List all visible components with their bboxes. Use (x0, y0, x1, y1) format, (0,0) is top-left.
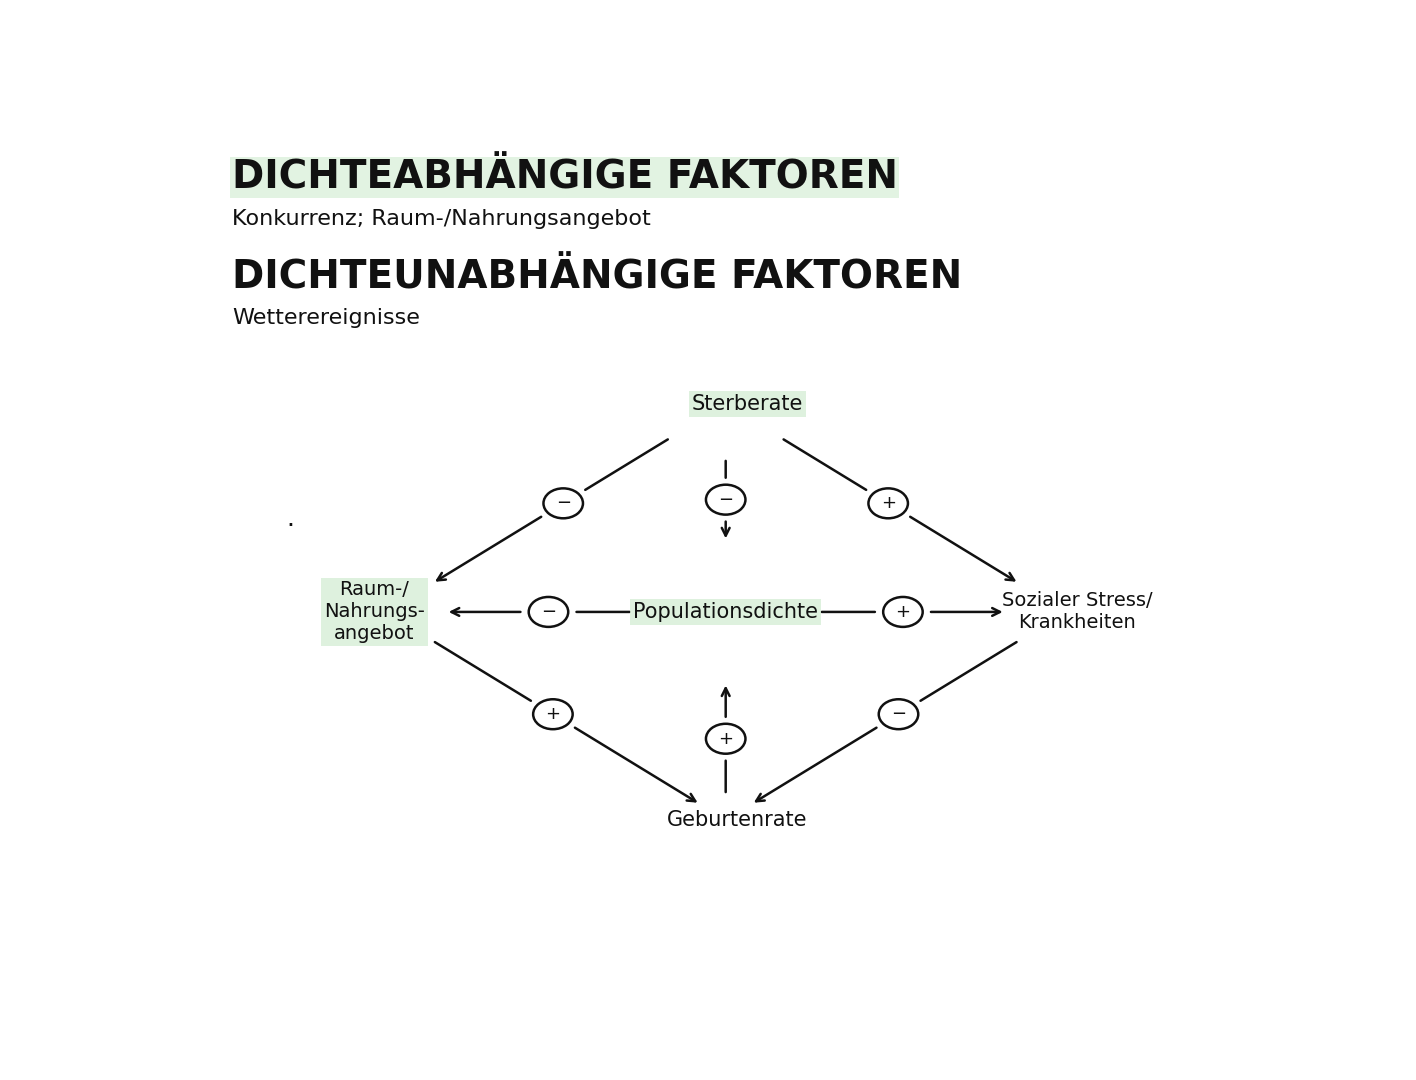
Text: Geburtenrate: Geburtenrate (667, 810, 807, 829)
Text: Populationsdichte: Populationsdichte (633, 602, 818, 622)
Text: DICHTEABHÄNGIGE FAKTOREN: DICHTEABHÄNGIGE FAKTOREN (232, 159, 898, 197)
Text: Sterberate: Sterberate (692, 394, 803, 414)
Text: −: − (541, 603, 556, 621)
Text: ·: · (286, 514, 295, 538)
Circle shape (879, 699, 918, 729)
Circle shape (884, 597, 923, 626)
Text: Raum-/
Nahrungs-
angebot: Raum-/ Nahrungs- angebot (324, 580, 425, 644)
Text: Konkurrenz; Raum-/Nahrungsangebot: Konkurrenz; Raum-/Nahrungsangebot (232, 208, 650, 229)
Text: DICHTEUNABHÄNGIGE FAKTOREN: DICHTEUNABHÄNGIGE FAKTOREN (232, 258, 961, 297)
Circle shape (707, 485, 745, 515)
Circle shape (528, 597, 568, 626)
Text: +: + (545, 705, 561, 724)
Circle shape (868, 488, 908, 518)
Text: −: − (555, 495, 571, 512)
Text: −: − (718, 490, 733, 509)
Text: +: + (881, 495, 896, 512)
Circle shape (707, 724, 745, 754)
Text: +: + (718, 730, 733, 747)
Text: Sozialer Stress/
Krankheiten: Sozialer Stress/ Krankheiten (1001, 592, 1153, 633)
Text: Wetterereignisse: Wetterereignisse (232, 309, 419, 328)
Circle shape (534, 699, 572, 729)
Text: −: − (891, 705, 906, 724)
Circle shape (544, 488, 583, 518)
Text: +: + (895, 603, 910, 621)
